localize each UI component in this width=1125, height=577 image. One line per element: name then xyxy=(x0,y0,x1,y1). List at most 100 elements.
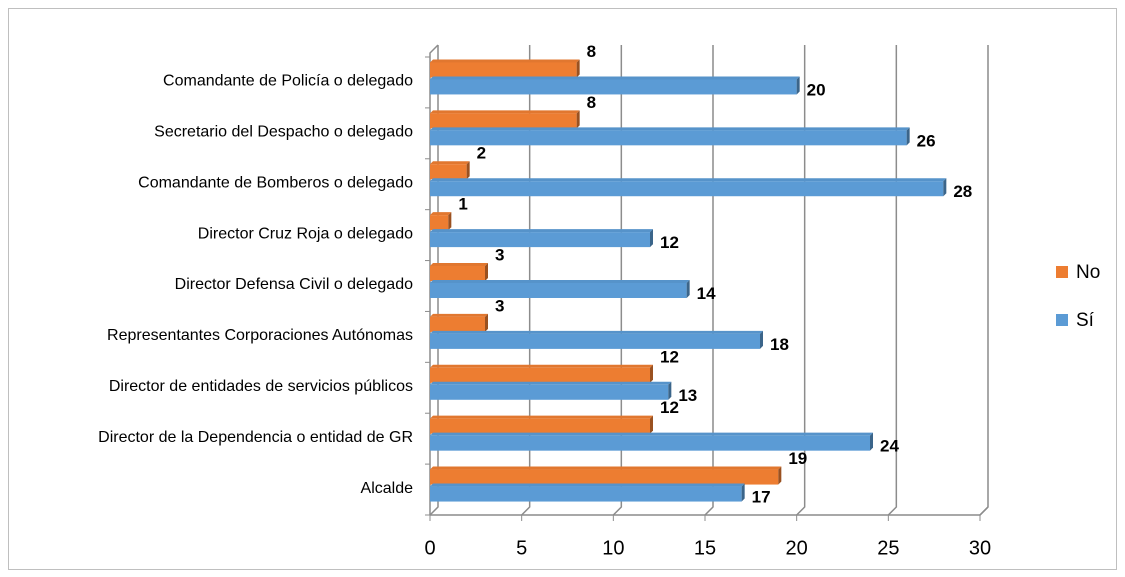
bar-front xyxy=(430,215,449,231)
x-tick-label: 30 xyxy=(969,537,991,559)
x-tick-label: 15 xyxy=(694,537,716,559)
bar-front xyxy=(430,113,577,129)
bar-front xyxy=(430,486,742,502)
bar-side xyxy=(906,127,910,146)
bar-front xyxy=(430,469,779,485)
data-label: 2 xyxy=(477,144,486,163)
bar-front xyxy=(430,367,650,383)
bar-top xyxy=(430,415,653,419)
bar-top xyxy=(430,466,782,470)
bar xyxy=(430,483,745,502)
bar-front xyxy=(430,435,870,451)
data-label: 14 xyxy=(697,284,716,303)
bar-top xyxy=(430,432,873,436)
bar-side xyxy=(650,364,653,383)
data-label: 8 xyxy=(587,42,596,61)
bar xyxy=(430,415,653,434)
x-tick-label: 5 xyxy=(516,537,527,559)
bar-side xyxy=(870,432,873,451)
y-tick-label: Director Defensa Civil o delegado xyxy=(175,276,413,293)
bar-side xyxy=(796,76,800,95)
bar xyxy=(430,432,873,451)
bar-top xyxy=(430,330,763,334)
y-tick-label: Representantes Corporaciones Autónomas xyxy=(107,327,413,344)
bar-front xyxy=(430,164,467,180)
bar-top xyxy=(430,381,672,385)
bar-top xyxy=(430,212,452,216)
y-tick-label: Comandante de Policía o delegado xyxy=(163,73,413,90)
grid-line xyxy=(887,45,898,516)
bar-top xyxy=(430,110,580,114)
bar xyxy=(430,280,690,298)
bar-side xyxy=(485,263,488,281)
bar-top xyxy=(430,161,470,165)
data-label: 24 xyxy=(880,437,899,456)
data-label: 12 xyxy=(660,233,679,252)
x-axis xyxy=(430,506,989,516)
grid-line xyxy=(521,45,531,516)
bar-front xyxy=(430,232,650,248)
bar-top xyxy=(430,280,690,283)
bar xyxy=(430,330,763,349)
bar-side xyxy=(741,483,745,502)
bar-side xyxy=(760,330,763,349)
bar-side xyxy=(448,212,452,231)
data-label: 3 xyxy=(495,296,504,315)
bar xyxy=(430,381,672,400)
data-label: 20 xyxy=(807,80,826,99)
bar-top xyxy=(430,178,947,182)
bar-front xyxy=(430,384,669,400)
bar xyxy=(430,59,580,78)
legend-label: No xyxy=(1076,262,1100,283)
bar xyxy=(430,110,580,129)
data-label: 1 xyxy=(458,195,467,214)
bar-side xyxy=(943,178,947,197)
bar xyxy=(430,466,782,485)
bar-top xyxy=(430,483,745,487)
bar-front xyxy=(430,333,760,349)
y-tick-label: Director Cruz Roja o delegado xyxy=(198,225,413,242)
bar-top xyxy=(430,313,488,317)
bar-top xyxy=(430,76,800,80)
data-label: 3 xyxy=(495,245,504,264)
data-label: 19 xyxy=(788,449,807,468)
data-label: 18 xyxy=(770,335,789,354)
data-label: 28 xyxy=(953,182,972,201)
bar-front xyxy=(430,130,907,146)
bar-side xyxy=(650,415,653,434)
bar-side xyxy=(466,161,470,180)
bar xyxy=(430,313,488,332)
bar-top xyxy=(430,263,488,266)
bar-side xyxy=(686,280,690,298)
y-tick-label: Comandante de Bomberos o delegado xyxy=(138,174,413,191)
y-tick-label: Alcalde xyxy=(361,480,414,497)
data-label: 8 xyxy=(587,93,596,112)
bar-front xyxy=(430,79,797,95)
grid-line xyxy=(704,45,714,516)
data-label: 12 xyxy=(660,347,679,366)
bar xyxy=(430,263,488,281)
bar-front xyxy=(430,283,687,298)
bar-side xyxy=(668,381,672,400)
x-tick-label: 20 xyxy=(786,537,808,559)
y-tick-label: Director de entidades de servicios públi… xyxy=(109,378,413,395)
y-axis xyxy=(429,44,439,515)
bar-front xyxy=(430,62,577,78)
grid-line xyxy=(429,45,439,516)
x-tick-label: 25 xyxy=(877,537,899,559)
bar xyxy=(430,364,653,383)
x-tick-label: 0 xyxy=(424,537,435,559)
legend-swatch xyxy=(1056,266,1068,278)
data-label: 26 xyxy=(917,131,936,150)
bar-side xyxy=(576,110,580,129)
bar-top xyxy=(430,59,580,63)
bar-top xyxy=(430,229,653,233)
bar xyxy=(430,127,910,146)
bar-side xyxy=(576,59,580,78)
bar-side xyxy=(650,229,653,248)
bar xyxy=(430,212,452,231)
y-tick-label: Director de la Dependencia o entidad de … xyxy=(98,429,413,446)
x-tick-label: 10 xyxy=(602,537,624,559)
legend-label: Sí xyxy=(1076,310,1095,331)
